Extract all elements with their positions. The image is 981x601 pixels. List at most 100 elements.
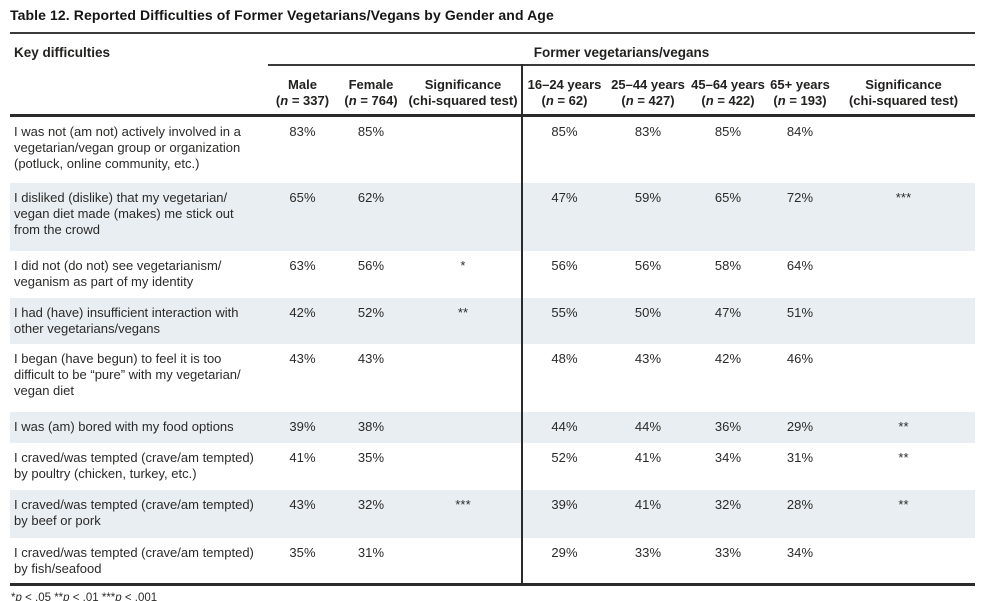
age-45-64-value-cell: 42% [714, 351, 742, 366]
table-body: I was not (am not) actively involved in … [10, 117, 975, 583]
age-45-64-value-cell: 36% [714, 419, 742, 434]
gender-significance-cell [405, 183, 521, 190]
age-65-plus-value-cell: 29% [786, 419, 814, 434]
table-row: I craved/was tempted (crave/am tempted) … [10, 490, 975, 538]
gender-significance-cell [405, 412, 521, 419]
column-label: 16–24 years [527, 77, 602, 92]
age-25-44-value-cell: 41% [634, 450, 662, 465]
age-65-plus-value-cell: 28% [786, 497, 814, 512]
age-16-24-value-cell: 39% [551, 497, 578, 512]
column-n: (n = 337) [275, 93, 330, 108]
column-n: (n = 422) [701, 93, 755, 108]
gender-significance-cell: *** [455, 497, 471, 512]
column-sub: (chi-squared test) [408, 93, 518, 108]
gender-significance-cell [405, 117, 521, 124]
age-65-plus-value-cell: 51% [786, 305, 814, 320]
age-25-44-value-cell: 59% [634, 190, 662, 205]
column-n: (n = 193) [773, 93, 827, 108]
age-16-24-value-cell: 52% [551, 450, 578, 465]
age-65-plus-value-cell: 84% [786, 124, 814, 139]
age-significance-cell: ** [898, 419, 909, 434]
header-rule [10, 114, 975, 117]
significance-footnote: *p < .05 **p < .01 ***p < .001 [11, 592, 158, 601]
age-16-24-value-cell: 44% [551, 419, 578, 434]
male-value-cell: 43% [289, 497, 316, 512]
age-45-64-value-cell: 34% [714, 450, 742, 465]
title-rule [10, 32, 975, 34]
age-65-plus-value-cell: 64% [786, 258, 814, 273]
key-difficulties-header: Key difficulties [14, 45, 111, 60]
table-title: Table 12. Reported Difficulties of Forme… [10, 7, 554, 23]
column-label: 65+ years [770, 77, 830, 92]
table-row: I had (have) insufficient interaction wi… [10, 298, 975, 344]
age-45-64-value-cell: 33% [714, 545, 742, 560]
column-header-age-significance: Significance (chi-squared test) [832, 77, 975, 114]
column-label: Significance [865, 77, 942, 92]
female-value-cell: 35% [357, 450, 385, 465]
difficulty-cell: I disliked (dislike) that my vegetarian/… [14, 190, 234, 237]
age-25-44-value-cell: 83% [634, 124, 662, 139]
difficulty-cell: I craved/was tempted (crave/am tempted) … [14, 497, 254, 528]
column-n: (n = 427) [621, 93, 675, 108]
bottom-rule [10, 583, 975, 586]
column-header-row: Male (n = 337) Female (n = 764) Signific… [10, 66, 975, 114]
male-value-cell: 83% [289, 124, 316, 139]
difficulty-cell: I had (have) insufficient interaction wi… [14, 305, 239, 336]
column-label: Male [288, 77, 317, 92]
gender-significance-cell: ** [457, 305, 469, 320]
column-label: 45–64 years [691, 77, 765, 92]
column-header-gender-significance: Significance (chi-squared test) [405, 77, 521, 114]
female-value-cell: 32% [357, 497, 385, 512]
male-value-cell: 65% [289, 190, 316, 205]
female-value-cell: 31% [357, 545, 385, 560]
age-45-64-value-cell: 85% [714, 124, 742, 139]
age-significance-cell [832, 298, 975, 305]
age-45-64-value-cell: 47% [714, 305, 742, 320]
difficulty-cell: I did not (do not) see vegetarianism/ ve… [14, 258, 222, 289]
age-significance-cell: *** [895, 190, 912, 205]
female-value-cell: 38% [357, 419, 385, 434]
age-significance-cell [832, 251, 975, 258]
age-16-24-value-cell: 56% [551, 258, 578, 273]
male-value-cell: 35% [289, 545, 316, 560]
age-45-64-value-cell: 58% [714, 258, 742, 273]
age-significance-cell [832, 538, 975, 545]
age-significance-cell: ** [898, 497, 909, 512]
age-65-plus-value-cell: 31% [786, 450, 814, 465]
column-label: Significance [424, 77, 502, 92]
difficulty-cell: I was not (am not) actively involved in … [14, 124, 241, 171]
age-25-44-value-cell: 44% [634, 419, 662, 434]
group-header: Former vegetarians/vegans [533, 45, 710, 60]
age-significance-cell [832, 117, 975, 124]
group-underline [268, 64, 975, 66]
table-row: I craved/was tempted (crave/am tempted) … [10, 538, 975, 583]
gender-significance-cell [405, 443, 521, 450]
male-value-cell: 63% [289, 258, 316, 273]
age-significance-cell: ** [898, 450, 909, 465]
age-16-24-value-cell: 85% [551, 124, 578, 139]
age-65-plus-value-cell: 72% [786, 190, 814, 205]
age-25-44-value-cell: 50% [634, 305, 662, 320]
age-significance-cell [832, 344, 975, 351]
male-value-cell: 41% [289, 450, 316, 465]
column-header-male: Male (n = 337) [268, 77, 337, 114]
column-header-16-24: 16–24 years (n = 62) [521, 77, 608, 114]
age-45-64-value-cell: 32% [714, 497, 742, 512]
gender-age-divider [521, 64, 523, 586]
difficulty-cell: I was (am) bored with my food options [14, 419, 234, 434]
table-row: I was not (am not) actively involved in … [10, 117, 975, 183]
column-n: (n = 62) [541, 93, 588, 108]
table-row: I craved/was tempted (crave/am tempted) … [10, 443, 975, 490]
difficulty-cell: I craved/was tempted (crave/am tempted) … [14, 545, 254, 576]
age-25-44-value-cell: 43% [634, 351, 662, 366]
age-25-44-value-cell: 56% [634, 258, 662, 273]
column-n: (n = 764) [344, 93, 398, 108]
difficulty-cell: I began (have begun) to feel it is too d… [14, 351, 241, 398]
male-value-cell: 43% [289, 351, 316, 366]
age-65-plus-value-cell: 34% [786, 545, 814, 560]
column-header-25-44: 25–44 years (n = 427) [608, 77, 688, 114]
female-value-cell: 52% [357, 305, 385, 320]
table-row: I was (am) bored with my food options 39… [10, 412, 975, 443]
male-value-cell: 39% [289, 419, 316, 434]
